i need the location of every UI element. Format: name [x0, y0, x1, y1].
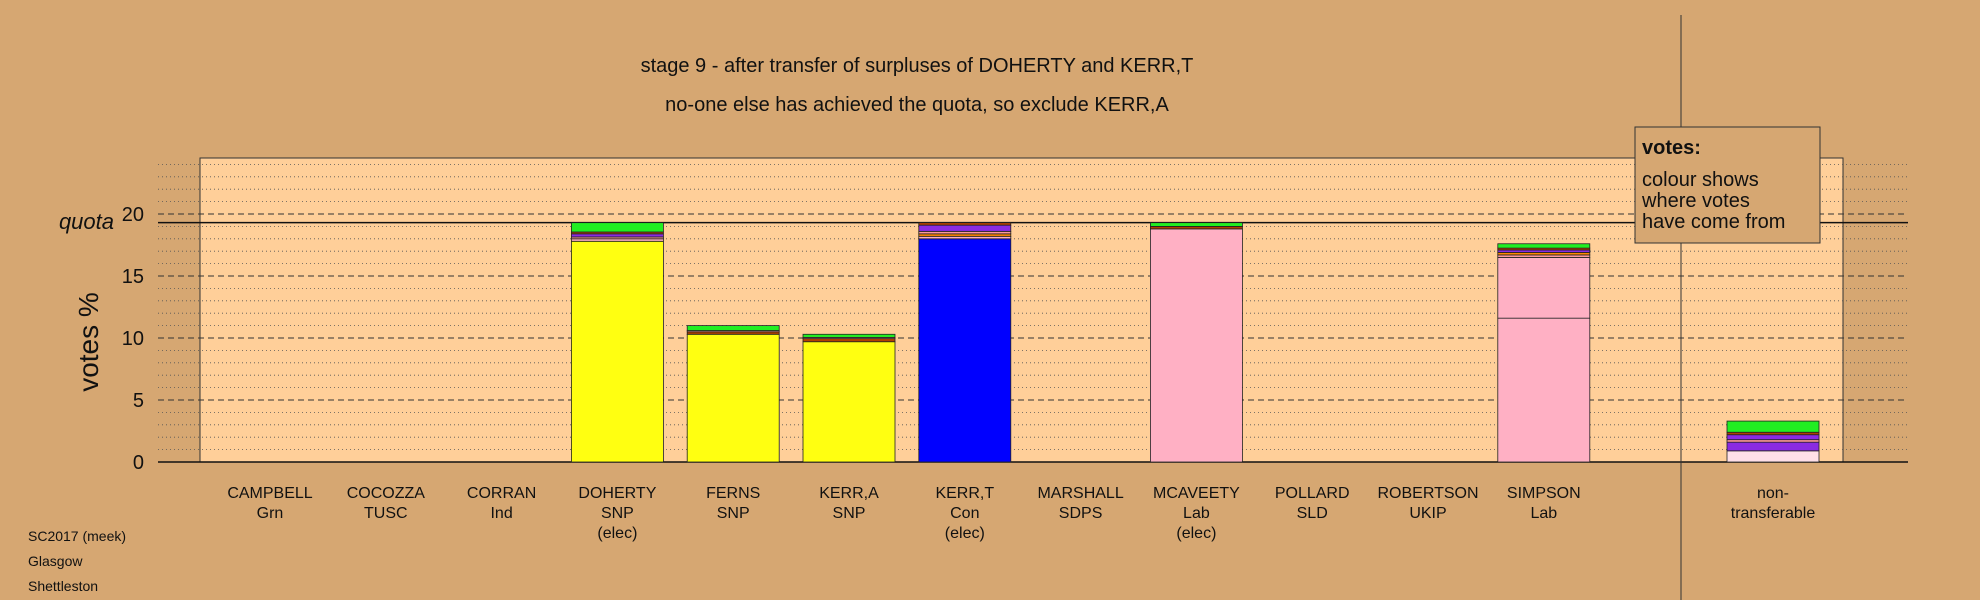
y-axis-label: votes % — [73, 292, 104, 392]
candidate-label: CORRAN — [467, 485, 536, 502]
y-tick-label: 0 — [133, 452, 144, 474]
candidate-label: (elec) — [597, 525, 637, 542]
legend: votes: colour shows where votes have com… — [1634, 126, 1821, 244]
candidate-label: CAMPBELL — [227, 485, 312, 502]
candidate-label: SNP — [717, 505, 750, 522]
candidate-label: MCAVEETY — [1153, 485, 1240, 502]
candidate-label: SLD — [1297, 505, 1328, 522]
candidate-label: SIMPSON — [1507, 485, 1581, 502]
footer-line: SC2017 (meek) — [28, 528, 126, 544]
bar-segment — [802, 341, 896, 463]
candidate-label: Lab — [1530, 505, 1557, 522]
nontransferable-label: non- — [1757, 485, 1789, 502]
candidate-label: SNP — [601, 505, 634, 522]
legend-line: where votes — [1641, 190, 1750, 212]
bar-segment — [571, 233, 664, 238]
chart-subtitle: no-one else has achieved the quota, so e… — [665, 94, 1169, 116]
candidate-label: Lab — [1183, 505, 1210, 522]
plot-area — [199, 157, 1844, 463]
candidate-label: COCOZZA — [347, 485, 426, 502]
bar-segment — [1497, 317, 1591, 463]
candidate-label: (elec) — [945, 525, 985, 542]
bar-segment — [1726, 441, 1820, 452]
bar-segment — [918, 238, 1012, 463]
y-tick-label: 15 — [122, 266, 144, 288]
bar-segment — [1497, 256, 1591, 319]
candidate-label: MARSHALL — [1037, 485, 1123, 502]
candidate-label: POLLARD — [1275, 485, 1350, 502]
legend-line: colour shows — [1642, 169, 1759, 191]
bar-segment — [686, 333, 780, 463]
quota-label: quota — [59, 209, 114, 234]
candidate-label: Ind — [490, 505, 512, 522]
bar-segment — [1726, 450, 1820, 463]
bar-segment — [1726, 434, 1820, 441]
candidate-label: SNP — [833, 505, 866, 522]
candidate-label: KERR,T — [935, 485, 994, 502]
footer-line: Glasgow — [28, 553, 83, 569]
candidate-label: KERR,A — [819, 485, 879, 502]
y-tick-label: 20 — [122, 204, 144, 226]
candidate-label: TUSC — [364, 505, 408, 522]
bar-segment — [571, 240, 664, 463]
bar-segment — [918, 224, 1012, 232]
y-tick-label: 10 — [122, 328, 144, 350]
bar-segment — [686, 325, 780, 331]
bar-segment — [802, 338, 896, 343]
legend-title: votes: — [1642, 137, 1701, 159]
candidate-label: UKIP — [1409, 505, 1446, 522]
bar-segment — [1150, 228, 1243, 463]
chart-title: stage 9 - after transfer of surpluses of… — [641, 55, 1194, 77]
bar-segment — [1497, 243, 1591, 249]
legend-line: have come from — [1642, 211, 1785, 233]
bar-segment — [918, 222, 1012, 226]
y-tick-label: 5 — [133, 390, 144, 412]
candidate-label: Con — [950, 505, 979, 522]
candidate-label: (elec) — [1176, 525, 1216, 542]
footer-line: Shettleston — [28, 578, 98, 594]
nontransferable-label: transferable — [1731, 505, 1816, 522]
candidate-label: Grn — [257, 505, 284, 522]
bar-segment — [1726, 420, 1820, 433]
candidate-label: DOHERTY — [578, 485, 656, 502]
bar-segment — [802, 333, 896, 338]
candidate-label: ROBERTSON — [1377, 485, 1478, 502]
bar-segment — [1150, 222, 1243, 227]
footer: SC2017 (meek) Glasgow Shettleston — [28, 528, 126, 594]
bar-segment — [571, 222, 664, 233]
candidate-label: FERNS — [706, 485, 760, 502]
legend-box — [1634, 126, 1821, 244]
candidate-label: SDPS — [1059, 505, 1103, 522]
